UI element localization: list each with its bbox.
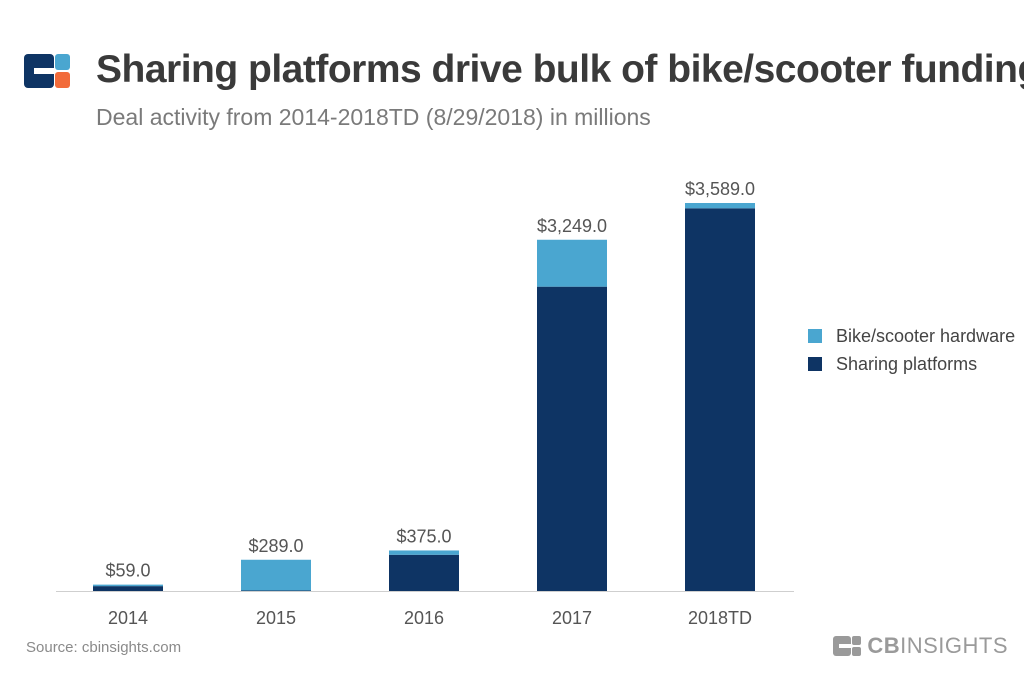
x-tick-label-2017: 2017 xyxy=(552,608,592,628)
bar-sharing-2016 xyxy=(389,554,459,591)
x-tick-label-2016: 2016 xyxy=(404,608,444,628)
bar-hardware-2016 xyxy=(389,550,459,555)
total-label-2014: $59.0 xyxy=(105,561,150,581)
bar-sharing-2014 xyxy=(93,586,163,591)
total-label-2018td: $3,589.0 xyxy=(685,179,755,199)
bar-hardware-2015 xyxy=(241,559,311,591)
source-note: Source: cbinsights.com xyxy=(26,639,182,656)
bar-sharing-2018td xyxy=(685,208,755,591)
legend-label-sharing: Sharing platforms xyxy=(836,353,978,374)
bar-hardware-2018td xyxy=(685,203,755,209)
chart-subtitle: Deal activity from 2014-2018TD (8/29/201… xyxy=(96,104,651,130)
bar-sharing-2015 xyxy=(241,590,311,591)
cbinsights-mark-icon xyxy=(833,636,862,656)
x-tick-label-2018td: 2018TD xyxy=(688,608,752,628)
bar-hardware-2014 xyxy=(93,584,163,587)
legend-item-sharing: Sharing platforms xyxy=(808,350,1015,378)
bar-hardware-2017 xyxy=(537,239,607,287)
x-tick-label-2015: 2015 xyxy=(256,608,296,628)
bar-sharing-2017 xyxy=(537,286,607,591)
total-label-2015: $289.0 xyxy=(248,536,303,556)
legend-label-hardware: Bike/scooter hardware xyxy=(836,325,1016,346)
chart-legend: Bike/scooter hardware Sharing platforms xyxy=(808,322,1015,378)
total-label-2016: $375.0 xyxy=(396,526,451,546)
legend-swatch-hardware xyxy=(808,329,822,343)
total-label-2017: $3,249.0 xyxy=(537,216,607,236)
cbinsights-brand: CBINSIGHTS xyxy=(833,633,1008,659)
legend-item-hardware: Bike/scooter hardware xyxy=(808,322,1015,350)
brand-text: CBINSIGHTS xyxy=(867,633,1008,658)
legend-swatch-sharing xyxy=(808,357,822,371)
chart-title: Sharing platforms drive bulk of bike/sco… xyxy=(96,48,1024,91)
cb-logo-icon xyxy=(24,54,70,88)
x-tick-label-2014: 2014 xyxy=(108,608,148,628)
